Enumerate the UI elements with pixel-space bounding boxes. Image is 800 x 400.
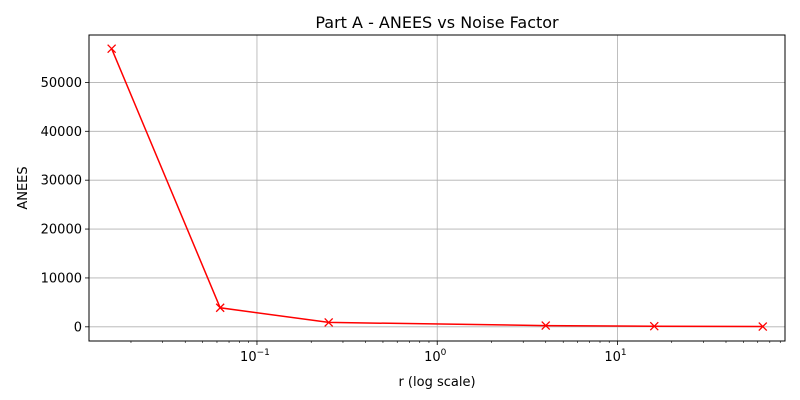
y-tick-label: 30000	[41, 174, 82, 189]
data-point-marker	[649, 321, 659, 331]
x-tick-base: 10	[604, 350, 621, 365]
x-tick-label: 10−1	[240, 348, 270, 365]
x-tick-exponent: 1	[621, 348, 627, 358]
y-tick-label: 0	[74, 320, 82, 335]
chart-title: Part A - ANEES vs Noise Factor	[315, 13, 559, 32]
data-point-marker	[541, 321, 551, 331]
series-group	[107, 44, 768, 331]
x-axis-label: r (log scale)	[398, 375, 475, 390]
y-tick-label: 40000	[41, 125, 82, 140]
x-tick-base: 10	[240, 350, 257, 365]
data-point-marker	[107, 44, 117, 54]
y-axis-label: ANEES	[16, 166, 31, 209]
data-point-marker	[758, 322, 768, 331]
x-tick-exponent: −1	[257, 348, 270, 358]
x-tick-label: 101	[604, 348, 626, 365]
grid	[89, 35, 785, 341]
y-tick-label: 50000	[41, 76, 82, 91]
series-line	[110, 48, 763, 328]
y-tick-label: 20000	[41, 223, 82, 238]
data-point-marker	[215, 303, 225, 313]
x-tick-exponent: 0	[441, 348, 447, 358]
x-tick-label: 100	[424, 348, 447, 365]
y-tick-label: 10000	[41, 271, 82, 286]
x-tick-base: 10	[424, 350, 441, 365]
data-point-marker	[324, 317, 334, 327]
